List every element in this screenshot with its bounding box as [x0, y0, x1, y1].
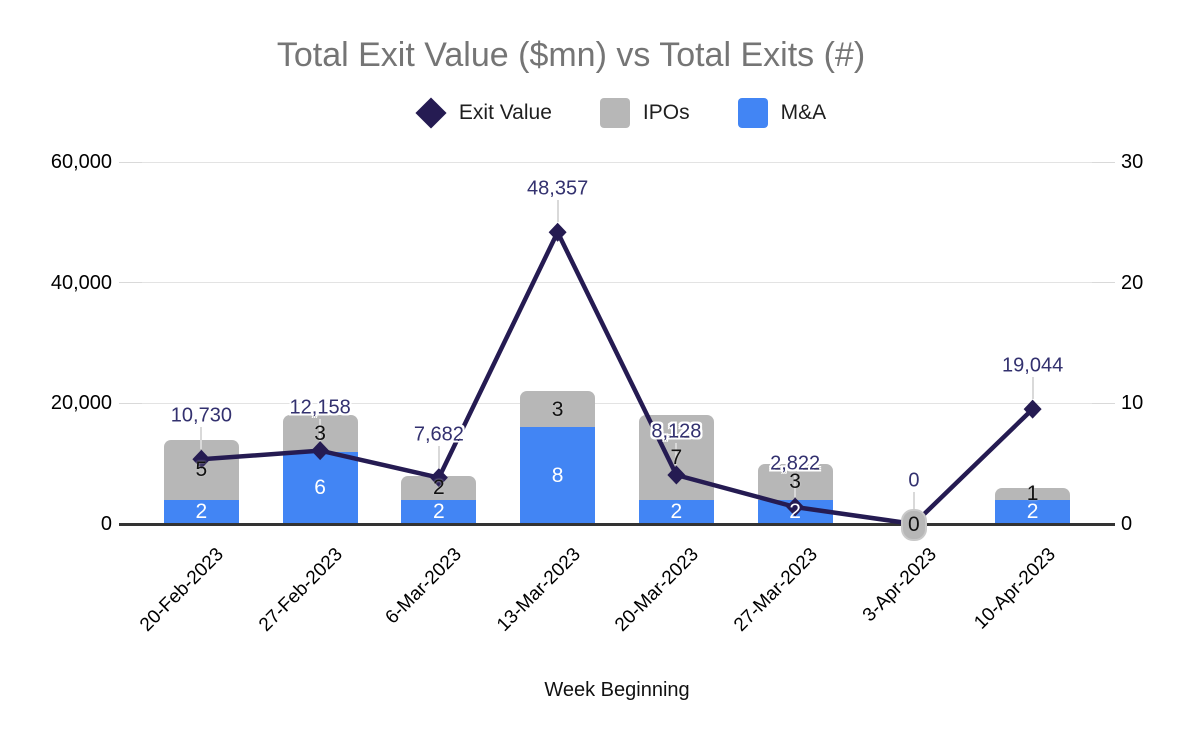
- bar-label-mna: 2: [433, 500, 445, 524]
- legend-label-exit-value: Exit Value: [458, 101, 552, 124]
- bar-label-mna: 2: [670, 500, 683, 524]
- legend: Exit Value IPOs M&A: [0, 97, 1200, 129]
- exit-value-point-label: 7,682: [413, 423, 464, 446]
- x-axis-title: Week Beginning: [544, 679, 690, 701]
- mna-swatch-icon: [737, 98, 768, 128]
- left-axis-tick: [119, 282, 142, 284]
- gridline: [142, 282, 1092, 284]
- right-axis-tick-label: 0: [1121, 513, 1133, 535]
- right-axis-tick: [1092, 282, 1115, 284]
- right-axis-tick-label: 30: [1121, 151, 1144, 173]
- point-label-callout: [1031, 377, 1034, 400]
- gridline: [142, 402, 1092, 404]
- exit-value-point-label: 19,044: [1002, 354, 1064, 377]
- point-label-callout: [556, 200, 559, 223]
- chart-title: Total Exit Value ($mn) vs Total Exits (#…: [276, 36, 866, 74]
- left-axis-tick: [119, 402, 142, 404]
- bar-label-mna: 2: [1026, 500, 1039, 524]
- left-axis-tick-label: 0: [100, 513, 112, 535]
- exit-value-point-label: 2,822: [770, 452, 821, 475]
- bar-label-ipos: 3: [314, 421, 326, 445]
- exit-value-point-label: 48,357: [527, 177, 589, 200]
- exit-value-point-label: 10,730: [170, 404, 232, 427]
- x-axis-category-label: 20-Feb-2023: [136, 544, 229, 636]
- bar-label-ipos: 7: [670, 446, 683, 470]
- exit-value-marker-diamond-icon: [548, 222, 567, 242]
- x-axis-category-label: 10-Apr-2023: [969, 544, 1060, 634]
- legend-item-mna: M&A: [737, 98, 827, 128]
- x-axis-category-label: 13-Mar-2023: [492, 544, 585, 636]
- left-axis-tick-label: 40,000: [50, 271, 112, 294]
- bar-label-ipos: 5: [195, 458, 208, 482]
- bar-label-ipos: 3: [551, 397, 564, 421]
- legend-label-ipos: IPOs: [642, 101, 690, 124]
- bar-label-ipos: 3: [789, 470, 801, 494]
- bar-label-ipos: 2: [433, 476, 445, 500]
- right-axis-tick-label: 20: [1121, 271, 1144, 294]
- right-axis-tick: [1092, 161, 1115, 163]
- gridline: [142, 161, 1092, 163]
- bar-label-mna: 8: [551, 464, 564, 488]
- left-axis-tick-label: 20,000: [50, 392, 112, 415]
- legend-item-ipos: IPOs: [599, 98, 690, 128]
- x-axis-category-label: 27-Mar-2023: [730, 544, 822, 636]
- x-axis-category-label: 3-Apr-2023: [858, 544, 941, 627]
- point-label-callout: [437, 445, 440, 468]
- x-axis-category-label: 6-Mar-2023: [381, 544, 466, 629]
- right-axis-tick-label: 10: [1121, 392, 1144, 415]
- left-axis-tick: [119, 161, 142, 163]
- ipos-swatch-icon: [599, 98, 630, 128]
- x-axis-category-label: 27-Feb-2023: [255, 544, 347, 636]
- exit-value-point-label: 12,158: [289, 396, 351, 419]
- right-axis-tick: [1092, 402, 1115, 404]
- x-axis-category-label: 20-Mar-2023: [611, 544, 704, 636]
- bar-label-mna: 6: [314, 476, 326, 500]
- bar-label-mna: 2: [195, 500, 208, 524]
- zero-exits-badge: 0: [900, 509, 927, 541]
- exit-value-point-label: 0: [908, 469, 920, 492]
- exit-value-point-label: 8,128: [651, 420, 702, 443]
- legend-label-mna: M&A: [780, 101, 827, 124]
- left-axis-tick-label: 60,000: [50, 151, 112, 173]
- bar-label-mna: 2: [789, 500, 801, 524]
- left-axis-tick: [119, 522, 142, 526]
- legend-item-exit-value: Exit Value: [415, 97, 552, 129]
- bar-label-ipos: 1: [1026, 482, 1039, 506]
